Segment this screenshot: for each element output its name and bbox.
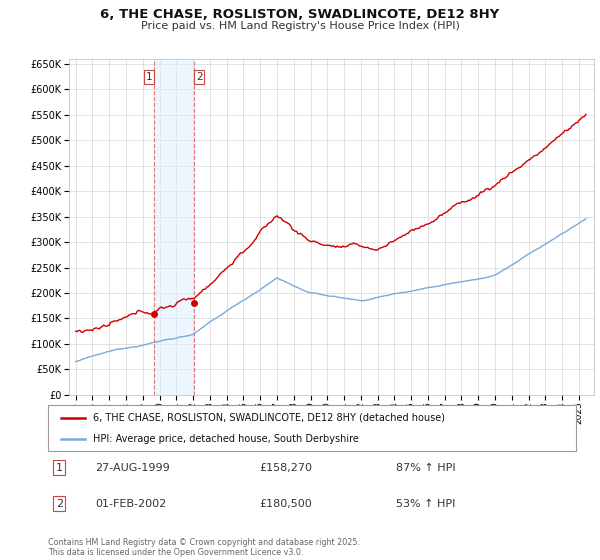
Text: Price paid vs. HM Land Registry's House Price Index (HPI): Price paid vs. HM Land Registry's House … [140, 21, 460, 31]
Text: 87% ↑ HPI: 87% ↑ HPI [397, 463, 456, 473]
Text: HPI: Average price, detached house, South Derbyshire: HPI: Average price, detached house, Sout… [93, 435, 359, 444]
Text: 01-FEB-2002: 01-FEB-2002 [95, 499, 167, 509]
Text: 1: 1 [146, 72, 152, 82]
Text: £158,270: £158,270 [259, 463, 312, 473]
Text: 2: 2 [56, 499, 63, 509]
Text: 53% ↑ HPI: 53% ↑ HPI [397, 499, 456, 509]
Bar [154, 59, 194, 395]
Text: 2: 2 [196, 72, 202, 82]
Text: 6, THE CHASE, ROSLISTON, SWADLINCOTE, DE12 8HY (detached house): 6, THE CHASE, ROSLISTON, SWADLINCOTE, DE… [93, 413, 445, 423]
Text: £180,500: £180,500 [259, 499, 312, 509]
Text: 6, THE CHASE, ROSLISTON, SWADLINCOTE, DE12 8HY: 6, THE CHASE, ROSLISTON, SWADLINCOTE, DE… [100, 8, 500, 21]
FancyBboxPatch shape [48, 405, 576, 451]
Text: Contains HM Land Registry data © Crown copyright and database right 2025.
This d: Contains HM Land Registry data © Crown c… [48, 538, 360, 557]
Text: 27-AUG-1999: 27-AUG-1999 [95, 463, 170, 473]
Text: 1: 1 [56, 463, 63, 473]
